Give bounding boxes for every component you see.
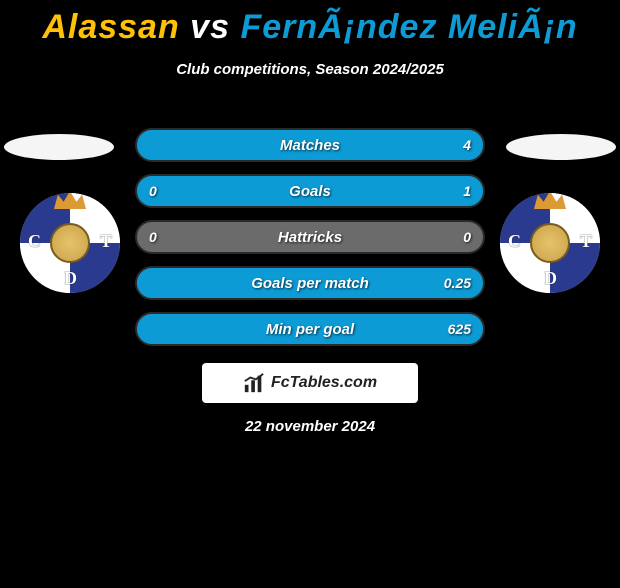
date-text: 22 november 2024 bbox=[0, 418, 620, 435]
stat-row-goals: 0 Goals 1 bbox=[135, 174, 485, 208]
badge-letter-d: D bbox=[544, 268, 557, 289]
stat-value-right: 0.25 bbox=[444, 275, 471, 291]
title-player1: Alassan bbox=[42, 8, 179, 46]
stat-label: Min per goal bbox=[266, 321, 354, 338]
player2-name-plate bbox=[506, 134, 616, 160]
stat-label: Goals bbox=[289, 183, 331, 200]
badge-letter-c: C bbox=[508, 231, 521, 252]
stat-value-right: 4 bbox=[463, 137, 471, 153]
stat-label: Matches bbox=[280, 137, 340, 154]
stat-row-mpg: Min per goal 625 bbox=[135, 312, 485, 346]
stat-value-right: 1 bbox=[463, 183, 471, 199]
subtitle: Club competitions, Season 2024/2025 bbox=[0, 61, 620, 78]
stat-value-right: 0 bbox=[463, 229, 471, 245]
badge-letter-t: T bbox=[100, 231, 112, 252]
badge-letter-c: C bbox=[28, 231, 41, 252]
player2-club-badge: C T D bbox=[500, 193, 600, 293]
brand-text: FcTables.com bbox=[271, 374, 377, 392]
comparison-title: Alassan vs FernÃ¡ndez MeliÃ¡n bbox=[0, 8, 620, 47]
badge-center-icon bbox=[50, 223, 90, 263]
stat-value-left: 0 bbox=[149, 229, 157, 245]
badge-center-icon bbox=[530, 223, 570, 263]
stat-value-right: 625 bbox=[448, 321, 471, 337]
stats-container: Matches 4 0 Goals 1 0 Hattricks 0 Goals … bbox=[135, 128, 485, 358]
stat-value-left: 0 bbox=[149, 183, 157, 199]
badge-letter-t: T bbox=[580, 231, 592, 252]
player1-club-badge: C T D bbox=[20, 193, 120, 293]
stat-label: Goals per match bbox=[251, 275, 369, 292]
badge-letter-d: D bbox=[64, 268, 77, 289]
title-vs: vs bbox=[190, 8, 230, 46]
stat-row-hattricks: 0 Hattricks 0 bbox=[135, 220, 485, 254]
stat-row-matches: Matches 4 bbox=[135, 128, 485, 162]
stat-row-gpm: Goals per match 0.25 bbox=[135, 266, 485, 300]
brand-chart-icon bbox=[243, 372, 265, 394]
stat-label: Hattricks bbox=[278, 229, 342, 246]
player1-name-plate bbox=[4, 134, 114, 160]
brand-box[interactable]: FcTables.com bbox=[202, 363, 418, 403]
title-player2: FernÃ¡ndez MeliÃ¡n bbox=[240, 8, 577, 46]
